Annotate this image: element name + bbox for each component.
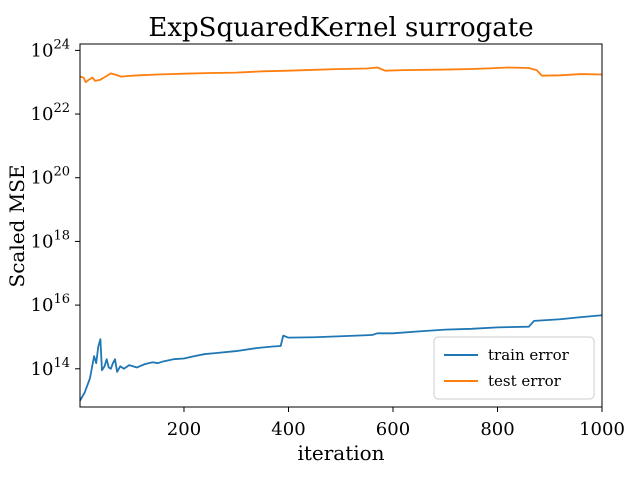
legend-box	[433, 336, 595, 400]
series-line-test-error	[79, 66, 603, 84]
legend: train error test error	[433, 336, 595, 400]
y-tick-label: 1022	[31, 101, 70, 125]
ticks-layer: 200 400 600 800 1000 1014 1016 1018 1020 1022 1024	[31, 37, 625, 440]
y-tick-label: 1020	[31, 165, 70, 189]
x-tick-label: 400	[271, 419, 305, 440]
x-tick-label: 200	[167, 419, 201, 440]
x-tick-label: 1000	[579, 419, 625, 440]
series-line-train-error	[79, 314, 603, 402]
y-tick-label: 1024	[31, 37, 70, 61]
legend-label: test error	[488, 372, 562, 390]
legend-label: train error	[488, 346, 570, 364]
y-tick-label: 1014	[31, 356, 70, 380]
series-layer	[79, 66, 603, 402]
x-tick-label: 800	[480, 419, 514, 440]
y-axis-label: Scaled MSE	[5, 165, 29, 288]
y-tick-label: 1018	[31, 228, 70, 252]
plot-frame	[79, 43, 603, 408]
chart-title: ExpSquaredKernel surrogate	[148, 13, 533, 43]
x-axis-label: iteration	[297, 441, 384, 465]
y-tick-label: 1016	[31, 292, 70, 316]
x-tick-label: 600	[376, 419, 410, 440]
